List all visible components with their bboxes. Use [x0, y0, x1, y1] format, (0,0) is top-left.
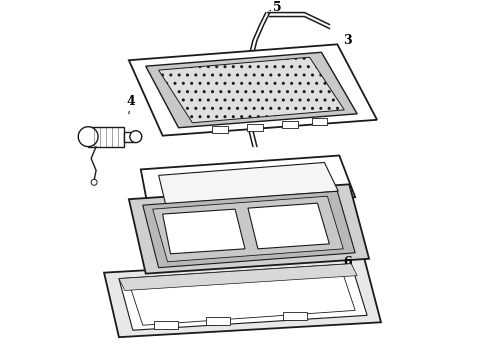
Circle shape — [78, 127, 98, 147]
Polygon shape — [129, 184, 369, 274]
Polygon shape — [129, 44, 377, 136]
Polygon shape — [159, 162, 338, 204]
Circle shape — [91, 179, 97, 185]
Text: 1: 1 — [294, 183, 309, 201]
Polygon shape — [153, 196, 343, 262]
Circle shape — [130, 131, 142, 143]
Polygon shape — [248, 203, 329, 249]
Polygon shape — [104, 258, 381, 337]
Polygon shape — [282, 121, 297, 128]
Text: 2: 2 — [181, 212, 198, 226]
Polygon shape — [141, 156, 355, 211]
Polygon shape — [143, 191, 355, 268]
Polygon shape — [119, 264, 367, 330]
Text: 3: 3 — [331, 34, 351, 55]
Polygon shape — [163, 209, 245, 254]
Polygon shape — [212, 126, 228, 133]
Polygon shape — [129, 269, 355, 325]
Polygon shape — [124, 132, 134, 141]
Polygon shape — [206, 317, 230, 325]
Polygon shape — [159, 57, 344, 123]
Polygon shape — [119, 264, 357, 291]
Text: 6: 6 — [337, 256, 351, 271]
Text: 5: 5 — [270, 1, 282, 14]
Text: 4: 4 — [126, 95, 135, 114]
Polygon shape — [154, 321, 177, 329]
Polygon shape — [146, 52, 357, 128]
Polygon shape — [247, 124, 263, 131]
Polygon shape — [88, 127, 124, 147]
Polygon shape — [283, 312, 307, 320]
Polygon shape — [312, 118, 327, 125]
Text: 2: 2 — [184, 212, 198, 226]
